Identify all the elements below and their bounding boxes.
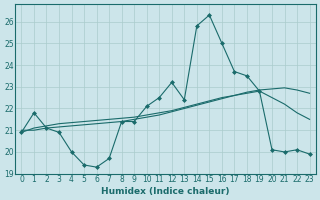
X-axis label: Humidex (Indice chaleur): Humidex (Indice chaleur): [101, 187, 230, 196]
